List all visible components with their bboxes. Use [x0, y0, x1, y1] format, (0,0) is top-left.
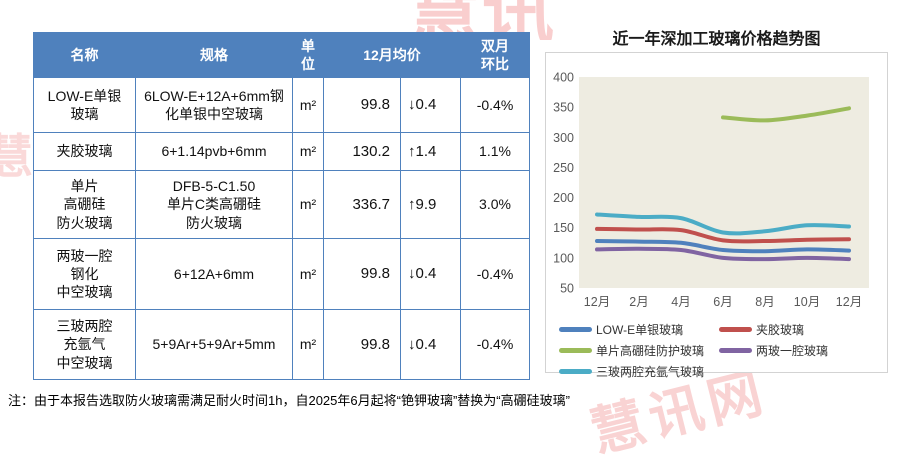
x-tick-label: 6月: [713, 295, 732, 309]
series-line: [595, 226, 851, 244]
cell-product-name: 两玻一腔 钢化 中空玻璃: [33, 238, 136, 310]
y-tick-label: 400: [553, 71, 574, 85]
cell-avg-price: 130.2: [323, 132, 401, 171]
legend-label: 三玻两腔充氩气玻璃: [596, 365, 705, 379]
legend-label: 两玻一腔玻璃: [756, 344, 829, 358]
table-row: 两玻一腔 钢化 中空玻璃 6+12A+6mm m² 99.8 ↓0.4 -0.4%: [33, 238, 530, 310]
series-line: [595, 246, 851, 262]
glass-price-table: 名称 规格 单 位 12月均价 双月 环比 LOW-E单银 玻璃 6LOW-E+1…: [33, 32, 530, 380]
change-value: 0.4: [415, 96, 437, 114]
change-value: 9.9: [415, 195, 437, 213]
cell-unit: m²: [292, 238, 324, 310]
cell-mom-percent: -0.4%: [460, 309, 530, 380]
legend-line-swatch: [719, 348, 752, 353]
y-tick-label: 350: [553, 101, 574, 115]
col-header-name: 名称: [33, 32, 136, 78]
legend-item: 两玻一腔玻璃: [719, 340, 879, 361]
cell-price-change: ↑9.9: [400, 170, 461, 239]
legend-item: 单片高硼硅防护玻璃: [559, 340, 719, 361]
legend-label: 夹胶玻璃: [756, 323, 805, 337]
cell-spec: 5+9Ar+5+9Ar+5mm: [135, 309, 293, 380]
legend-label: LOW-E单银玻璃: [596, 323, 684, 337]
cell-mom-percent: -0.4%: [460, 238, 530, 310]
cell-product-name: 三玻两腔 充氩气 中空玻璃: [33, 309, 136, 380]
report-page: { "watermark": { "text": "慧讯网" }, "table…: [0, 0, 888, 464]
cell-mom-percent: -0.4%: [460, 77, 530, 133]
cell-mom-percent: 1.1%: [460, 132, 530, 171]
cell-price-change: ↑1.4: [400, 132, 461, 171]
col-header-unit: 单 位: [292, 32, 324, 78]
legend-item: 夹胶玻璃: [719, 319, 879, 340]
chart-legend: LOW-E单银玻璃 夹胶玻璃单片高硼硅防护玻璃 两玻一腔玻璃三玻两腔充氩气玻璃: [559, 319, 885, 382]
change-value: 0.4: [415, 335, 437, 353]
table-row: 单片 高硼硅 防火玻璃 DFB-5-C1.50 单片C类高硼硅 防火玻璃 m² 336…: [33, 170, 530, 239]
cell-unit: m²: [292, 309, 324, 380]
cell-avg-price: 99.8: [323, 309, 401, 380]
y-tick-label: 50: [560, 282, 574, 296]
cell-unit: m²: [292, 132, 324, 171]
x-tick-label: 4月: [671, 295, 690, 309]
cell-price-change: ↓0.4: [400, 77, 461, 133]
x-tick-label: 10月: [794, 295, 820, 309]
cell-spec: 6+12A+6mm: [135, 238, 293, 310]
x-tick-label: 2月: [629, 295, 648, 309]
x-tick-label: 12月: [836, 295, 862, 309]
series-line: [595, 212, 851, 236]
legend-line-swatch: [559, 369, 592, 374]
cell-avg-price: 99.8: [323, 77, 401, 133]
trend-chart: 400 350 300 250 200 150 100 50 12月 2月 4月 6月 8月 10月 12月: [553, 71, 869, 309]
x-tick-label: 8月: [755, 295, 774, 309]
cell-unit: m²: [292, 170, 324, 239]
legend-item: LOW-E单银玻璃: [559, 319, 719, 340]
cell-unit: m²: [292, 77, 324, 133]
col-header-mom: 双月 环比: [460, 32, 530, 78]
up-arrow-icon: ↑: [408, 142, 416, 160]
y-tick-label: 200: [553, 191, 574, 205]
cell-price-change: ↓0.4: [400, 238, 461, 310]
chart-title: 近一年深加工玻璃价格趋势图: [612, 31, 821, 48]
y-tick-label: 150: [553, 221, 574, 235]
cell-product-name: LOW-E单银 玻璃: [33, 77, 136, 133]
table-row: 三玻两腔 充氩气 中空玻璃 5+9Ar+5+9Ar+5mm m² 99.8 ↓0.4 -0…: [33, 309, 530, 380]
col-header-price: 12月均价: [323, 32, 461, 78]
change-value: 0.4: [415, 265, 437, 283]
x-tick-label: 12月: [584, 295, 610, 309]
up-arrow-icon: ↑: [408, 195, 416, 213]
down-arrow-icon: ↓: [408, 96, 416, 114]
table-header-row: 名称 规格 单 位 12月均价 双月 环比: [33, 32, 530, 78]
legend-line-swatch: [719, 327, 752, 332]
trend-chart-card: 400 350 300 250 200 150 100 50 12月 2月 4月 6月 8月 10月 12月…: [545, 52, 888, 379]
series-line: [595, 238, 851, 254]
table-row: LOW-E单银 玻璃 6LOW-E+12A+6mm钢 化单银中空玻璃 m² 99.8 ↓…: [33, 77, 530, 133]
y-tick-label: 300: [553, 131, 574, 145]
cell-spec: 6LOW-E+12A+6mm钢 化单银中空玻璃: [135, 77, 293, 133]
legend-line-swatch: [559, 327, 592, 332]
cell-avg-price: 336.7: [323, 170, 401, 239]
cell-spec: 6+1.14pvb+6mm: [135, 132, 293, 171]
y-tick-label: 250: [553, 161, 574, 175]
change-value: 1.4: [415, 142, 437, 160]
table-row: 夹胶玻璃 6+1.14pvb+6mm m² 130.2 ↑1.4 1.1%: [33, 132, 530, 171]
cell-avg-price: 99.8: [323, 238, 401, 310]
cell-mom-percent: 3.0%: [460, 170, 530, 239]
legend-item: 三玻两腔充氩气玻璃: [559, 361, 719, 382]
y-tick-label: 100: [553, 251, 574, 265]
legend-line-swatch: [559, 348, 592, 353]
series-line: [721, 106, 851, 123]
footnote: 注：由于本报告选取防火玻璃需满足耐火时间1h，自2025年6月起将“铯钾玻璃”替…: [8, 393, 570, 408]
col-header-spec: 规格: [135, 32, 293, 78]
down-arrow-icon: ↓: [408, 265, 416, 283]
legend-label: 单片高硼硅防护玻璃: [596, 344, 705, 358]
down-arrow-icon: ↓: [408, 335, 416, 353]
cell-product-name: 单片 高硼硅 防火玻璃: [33, 170, 136, 239]
cell-price-change: ↓0.4: [400, 309, 461, 380]
cell-spec: DFB-5-C1.50 单片C类高硼硅 防火玻璃: [135, 170, 293, 239]
cell-product-name: 夹胶玻璃: [33, 132, 136, 171]
